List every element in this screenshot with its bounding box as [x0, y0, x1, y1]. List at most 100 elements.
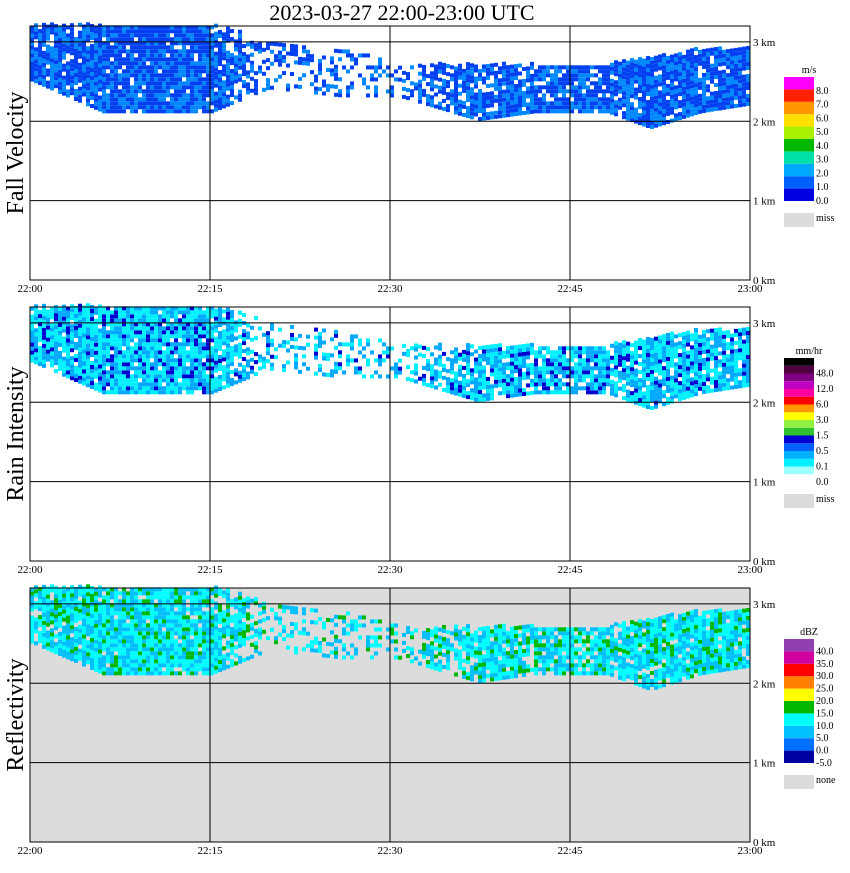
- echo-cell: [234, 67, 238, 71]
- echo-cell: [598, 390, 602, 394]
- echo-cell: [446, 357, 450, 361]
- echo-cell: [70, 585, 74, 589]
- echo-cell: [126, 310, 130, 314]
- echo-cell: [78, 593, 82, 597]
- echo-cell: [730, 89, 734, 93]
- echo-cell: [42, 633, 46, 637]
- echo-cell: [210, 382, 214, 386]
- echo-cell: [122, 33, 126, 37]
- echo-cell: [706, 84, 710, 88]
- echo-cell: [746, 335, 750, 339]
- echo-cell: [186, 366, 190, 370]
- echo-cell: [610, 372, 614, 376]
- echo-cell: [42, 328, 46, 332]
- echo-cell: [466, 351, 470, 355]
- echo-cell: [582, 386, 586, 390]
- echo-cell: [122, 655, 126, 659]
- echo-cell: [658, 114, 662, 118]
- echo-cell: [158, 334, 162, 338]
- echo-cell: [106, 667, 110, 671]
- echo-cell: [498, 94, 502, 98]
- echo-cell: [626, 105, 630, 109]
- echo-cell: [478, 105, 482, 109]
- echo-cell: [142, 643, 146, 647]
- echo-cell: [390, 89, 394, 93]
- echo-cell: [718, 359, 722, 363]
- echo-cell: [702, 378, 706, 382]
- echo-cell: [490, 384, 494, 388]
- echo-cell: [150, 65, 154, 69]
- echo-cell: [638, 105, 642, 109]
- echo-cell: [562, 390, 566, 394]
- echo-cell: [158, 358, 162, 362]
- echo-cell: [578, 362, 582, 366]
- echo-cell: [698, 58, 702, 62]
- echo-cell: [130, 89, 134, 93]
- echo-cell: [130, 45, 134, 49]
- echo-cell: [230, 310, 234, 314]
- echo-cell: [230, 370, 234, 374]
- echo-cell: [54, 68, 58, 72]
- echo-cell: [470, 368, 474, 372]
- echo-cell: [666, 357, 670, 361]
- echo-cell: [422, 374, 426, 378]
- echo-cell: [102, 61, 106, 65]
- echo-cell: [674, 394, 678, 398]
- echo-cell: [538, 77, 542, 81]
- echo-cell: [78, 376, 82, 380]
- echo-cell: [206, 338, 210, 342]
- echo-cell: [702, 65, 706, 69]
- echo-cell: [154, 77, 158, 81]
- echo-cell: [130, 386, 134, 390]
- echo-cell: [98, 341, 102, 345]
- echo-cell: [174, 77, 178, 81]
- echo-cell: [226, 352, 230, 356]
- echo-cell: [650, 81, 654, 85]
- echo-cell: [670, 63, 674, 67]
- echo-cell: [66, 350, 70, 354]
- echo-cell: [122, 105, 126, 109]
- echo-cell: [214, 80, 218, 84]
- echo-cell: [706, 353, 710, 357]
- echo-cell: [38, 595, 42, 599]
- echo-cell: [138, 635, 142, 639]
- echo-cell: [350, 346, 354, 350]
- echo-cell: [658, 66, 662, 70]
- echo-cell: [142, 105, 146, 109]
- echo-cell: [646, 60, 650, 64]
- echo-cell: [634, 369, 638, 373]
- echo-cell: [570, 354, 574, 358]
- echo-cell: [34, 75, 38, 79]
- echo-cell: [150, 350, 154, 354]
- echo-cell: [702, 81, 706, 85]
- echo-cell: [86, 648, 90, 652]
- echo-cell: [566, 73, 570, 77]
- echo-cell: [626, 85, 630, 89]
- echo-cell: [606, 382, 610, 386]
- echo-cell: [114, 374, 118, 378]
- echo-cell: [98, 108, 102, 112]
- echo-cell: [454, 79, 458, 83]
- echo-cell: [362, 81, 366, 85]
- echo-cell: [690, 345, 694, 349]
- echo-cell: [78, 91, 82, 95]
- echo-cell: [190, 338, 194, 342]
- echo-cell: [694, 47, 698, 51]
- echo-cell: [190, 370, 194, 374]
- echo-cell: [594, 382, 598, 386]
- echo-cell: [738, 75, 742, 79]
- echo-cell: [714, 368, 718, 372]
- echo-cell: [670, 352, 674, 356]
- echo-cell: [122, 318, 126, 322]
- echo-cell: [722, 62, 726, 66]
- echo-cell: [698, 78, 702, 82]
- echo-cell: [346, 53, 350, 57]
- echo-cell: [666, 76, 670, 80]
- echo-cell: [246, 347, 250, 351]
- echo-cell: [130, 631, 134, 635]
- echo-cell: [86, 632, 90, 636]
- echo-cell: [66, 314, 70, 318]
- echo-cell: [238, 319, 242, 323]
- echo-cell: [62, 56, 66, 60]
- echo-cell: [650, 362, 654, 366]
